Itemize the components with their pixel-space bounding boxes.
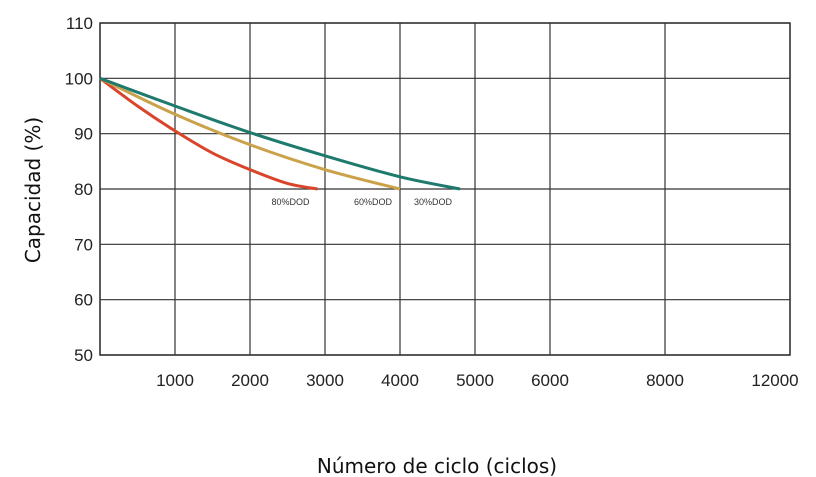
x-tick-label: 5000: [456, 371, 494, 390]
x-tick-label: 12000: [751, 371, 798, 390]
y-tick-label: 110: [66, 14, 93, 33]
x-tick-label: 8000: [646, 371, 684, 390]
y-tick-label: 100: [65, 69, 93, 88]
x-tick-labels: 1000 2000 3000 4000 5000 6000 8000 12000: [156, 371, 799, 390]
series-label: 80%DOD: [271, 197, 310, 207]
x-axis-label: Número de ciclo (ciclos): [317, 454, 557, 477]
y-tick-label: 60: [74, 291, 93, 310]
series-line-60-dod: [99, 76, 401, 191]
x-tick-label: 1000: [156, 371, 194, 390]
series-labels: 80%DOD 60%DOD 30%DOD: [271, 197, 452, 207]
y-tick-labels: 50 60 70 80 90 100 110: [65, 14, 93, 365]
series-label: 30%DOD: [414, 197, 453, 207]
series-label: 60%DOD: [354, 197, 393, 207]
y-axis-label: Capacidad (%): [21, 117, 45, 263]
x-tick-label: 6000: [531, 371, 569, 390]
series-line-30-dod: [99, 76, 461, 191]
series-line-80-dod: [99, 77, 318, 191]
x-tick-label: 4000: [381, 371, 419, 390]
y-tick-label: 80: [74, 180, 93, 199]
series-lines: [99, 76, 461, 191]
x-tick-label: 3000: [306, 371, 344, 390]
plot-grid: [99, 22, 791, 356]
x-tick-label: 2000: [231, 371, 269, 390]
y-tick-label: 90: [74, 125, 93, 144]
y-tick-label: 50: [74, 346, 93, 365]
y-tick-label: 70: [74, 235, 93, 254]
